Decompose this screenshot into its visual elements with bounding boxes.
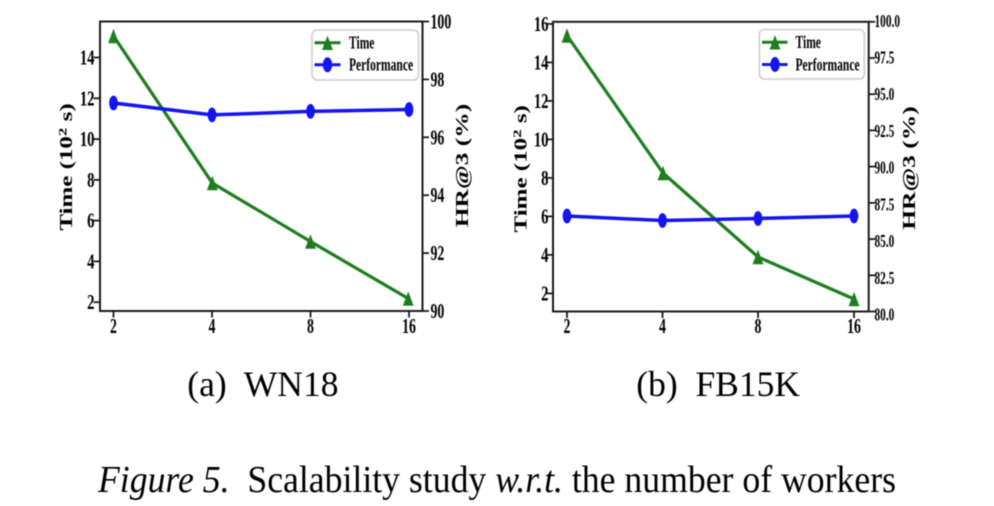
svg-text:12: 12 bbox=[80, 87, 95, 110]
svg-text:2: 2 bbox=[564, 314, 571, 338]
svg-text:14: 14 bbox=[80, 46, 95, 69]
svg-text:Performance: Performance bbox=[349, 56, 413, 75]
svg-text:Time (102 s): Time (102 s) bbox=[511, 105, 530, 232]
svg-text:HR@3 (%): HR@3 (%) bbox=[899, 106, 919, 230]
svg-text:94: 94 bbox=[431, 183, 445, 207]
svg-text:12: 12 bbox=[534, 89, 549, 112]
svg-text:97.5: 97.5 bbox=[875, 49, 895, 68]
svg-text:80.0: 80.0 bbox=[875, 306, 895, 325]
svg-text:95.0: 95.0 bbox=[875, 86, 895, 105]
svg-text:Figure 5. Scalability study w: Figure 5. Scalability study w.r.t. the n… bbox=[97, 459, 896, 501]
svg-text:10: 10 bbox=[534, 128, 549, 151]
svg-text:16: 16 bbox=[534, 12, 549, 35]
svg-text:14: 14 bbox=[534, 51, 549, 74]
svg-text:6: 6 bbox=[87, 209, 94, 232]
svg-text:16: 16 bbox=[847, 314, 861, 338]
svg-text:98: 98 bbox=[431, 68, 445, 92]
svg-text:Time: Time bbox=[349, 34, 375, 53]
svg-text:4: 4 bbox=[87, 250, 94, 273]
svg-text:2: 2 bbox=[110, 314, 117, 338]
svg-text:Time: Time bbox=[796, 34, 822, 53]
svg-text:82.5: 82.5 bbox=[875, 270, 895, 289]
svg-text:2: 2 bbox=[87, 291, 94, 314]
svg-text:87.5: 87.5 bbox=[875, 196, 895, 215]
svg-text:HR@3 (%): HR@3 (%) bbox=[452, 104, 472, 228]
svg-text:4: 4 bbox=[209, 314, 216, 338]
svg-text:10: 10 bbox=[80, 128, 95, 151]
svg-text:(a) WN18: (a) WN18 bbox=[187, 364, 338, 404]
svg-text:100: 100 bbox=[431, 10, 452, 34]
svg-text:4: 4 bbox=[659, 314, 666, 338]
svg-text:8: 8 bbox=[541, 166, 548, 189]
svg-text:8: 8 bbox=[755, 314, 762, 338]
svg-text:Performance: Performance bbox=[796, 56, 860, 75]
svg-text:8: 8 bbox=[307, 314, 314, 338]
svg-text:90.0: 90.0 bbox=[875, 159, 895, 178]
svg-text:100.0: 100.0 bbox=[875, 12, 901, 31]
svg-text:8: 8 bbox=[87, 168, 94, 191]
svg-text:96: 96 bbox=[431, 125, 445, 149]
svg-text:90: 90 bbox=[431, 299, 445, 323]
svg-text:16: 16 bbox=[402, 314, 416, 338]
svg-text:6: 6 bbox=[541, 205, 548, 228]
svg-text:Time (102 s): Time (102 s) bbox=[57, 103, 76, 230]
svg-text:85.0: 85.0 bbox=[875, 233, 895, 252]
svg-text:4: 4 bbox=[541, 243, 548, 266]
svg-text:2: 2 bbox=[541, 282, 548, 305]
svg-text:92.5: 92.5 bbox=[875, 123, 895, 142]
svg-text:92: 92 bbox=[431, 241, 445, 265]
svg-text:(b) FB15K: (b) FB15K bbox=[636, 364, 800, 404]
